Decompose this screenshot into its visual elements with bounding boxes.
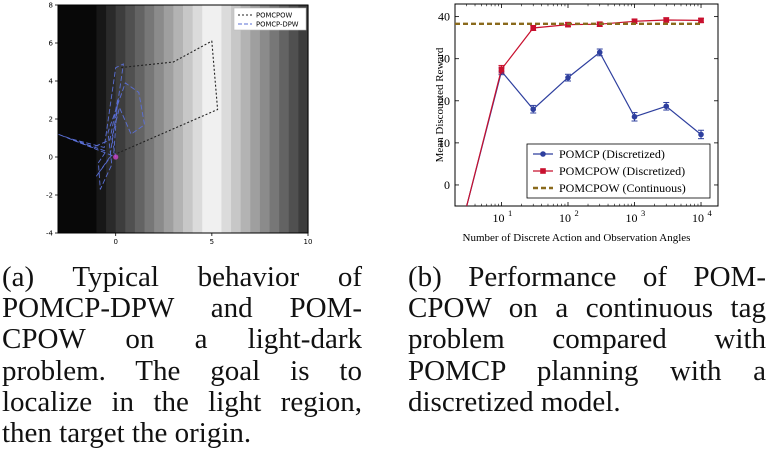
chart-a-origin-marker [113,154,119,160]
caption-b: (b) Performance of POM-CPOW on a continu… [408,261,766,418]
chart-b-point-pomcp-discretized [596,49,603,56]
light-dark-background [58,5,309,233]
chart-b-y-tick-label: 10 [438,136,450,150]
chart-b-legend-marker [540,168,546,174]
chart-b-legend: POMCP (Discretized) POMCPOW (Discretized)… [526,143,711,199]
chart-a-y-tick-label: 2 [49,116,53,124]
chart-b-line-pomcp-discretized [466,51,702,206]
chart-a-x-tick-label: 10 [304,238,313,246]
chart-b-x-tick-label: 10 [626,211,638,225]
chart-a-y-tick-label: -2 [46,192,53,200]
chart-b-legend-label: POMCPOW (Discretized) [559,164,685,178]
chart-b-y-tick-label: 20 [438,94,450,108]
chart-b-frame [454,3,719,207]
chart-b-x-tick-label: 10 [492,211,504,225]
chart-b-legend-label: POMCPOW (Continuous) [559,181,686,195]
chart-b-point-pomcp-discretized [663,103,670,110]
chart-b-y-tick-label: 0 [444,178,450,192]
chart-b-point-pomcp-discretized [631,113,638,120]
chart-b-point-pomcpow-discretized [663,17,670,23]
chart-b-x-tick-exponent: 1 [508,208,512,218]
chart-b-point-pomcp-discretized [698,131,704,138]
chart-a-x-tick-label: 0 [113,238,117,246]
chart-a-y-tick-label: -4 [46,230,54,238]
chart-b-legend-marker [540,151,546,157]
chart-b-point-pomcpow-discretized [498,66,505,73]
chart-a-series-pomcp-dpw [57,63,145,190]
chart-b-x-axis-label: Number of Discrete Action and Observatio… [463,232,691,244]
chart-a-y-tick-label: 0 [49,154,53,162]
chart-b-y-tick-label: 30 [438,52,450,66]
caption-a: (a) Typical behavior of POMCP-DPW and PO… [2,261,362,450]
chart-b-point-pomcp-discretized [565,74,571,81]
chart-b-x-tick-exponent: 4 [708,208,713,218]
chart-b-x-tick-exponent: 2 [574,208,578,218]
chart-a-legend-label: POMCP-DPW [256,21,299,29]
chart-b-point-pomcpow-discretized [631,18,638,25]
chart-b-point-pomcpow-discretized [698,17,704,24]
chart-b-point-pomcpow-discretized [530,25,537,31]
chart-a-y-tick-label: 8 [49,2,53,10]
chart-a-legend-label: POMCPOW [256,12,293,20]
chart-b-y-axis-label: Mean Discounted Reward [434,47,446,162]
chart-b-y-tick-label: 40 [438,10,450,24]
chart-b-point-pomcp-discretized [530,106,537,113]
chart-a-series-pomcpow [117,40,219,154]
chart-b-legend-box [526,143,711,199]
chart-b-x-tick-label: 10 [559,211,571,225]
chart-b-x-tick-label: 10 [692,211,704,225]
chart-b-x-tick-exponent: 3 [641,208,645,218]
chart-a-x-tick-label: 5 [210,238,214,246]
chart-a-y-tick-label: 6 [49,40,54,48]
chart-b-legend-label: POMCP (Discretized) [559,147,665,161]
chart-a-y-tick-label: 4 [49,78,54,86]
